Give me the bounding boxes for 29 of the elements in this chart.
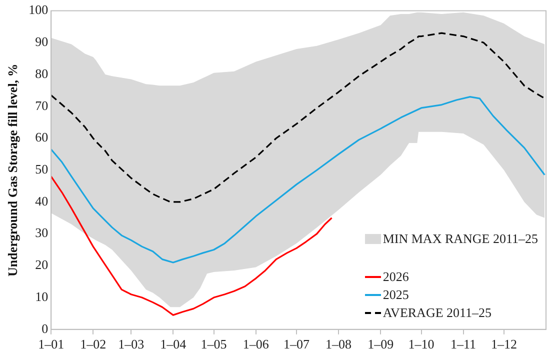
legend-label: 2026	[382, 269, 409, 285]
legend-label: AVERAGE 2011–25	[382, 305, 492, 321]
x-tick-label: 1–07	[284, 336, 310, 352]
y-tick-label: 50	[35, 162, 48, 177]
x-tick-label: 1–05	[200, 336, 227, 352]
line-series	[51, 32, 546, 203]
y-tick-label: 20	[35, 257, 48, 272]
legend-label: 2025	[382, 287, 409, 303]
x-tick-label: 1–03	[118, 336, 144, 352]
y-tick-label: 90	[35, 34, 48, 50]
y-tick-label: 0	[42, 320, 48, 336]
y-tick-label: 40	[35, 193, 48, 208]
x-tick-label: 1–04	[160, 336, 187, 352]
x-tick-label: 1–06	[242, 336, 270, 352]
y-tick-label: 70	[35, 98, 48, 113]
x-tick-label: 1–10	[408, 336, 434, 352]
y-tick-label: 100	[28, 2, 48, 18]
x-tick-label: 1–11	[450, 336, 476, 352]
y-axis-title: Underground Gas Storage fill level, %	[5, 64, 20, 277]
y-tick-label: 60	[35, 130, 48, 145]
x-tick-label: 1–08	[326, 336, 352, 352]
y-tick-label: 80	[35, 66, 48, 81]
x-tick-label: 1–12	[490, 336, 517, 352]
y-tick-label: 30	[35, 225, 48, 240]
x-tick-label: 1–01	[38, 336, 64, 352]
x-tick-label: 1–02	[80, 336, 106, 352]
y-tick-label: 10	[35, 288, 48, 304]
x-tick-label: 1–09	[368, 336, 394, 352]
annotation: MIN MAX RANGE 2011–25	[382, 231, 538, 247]
